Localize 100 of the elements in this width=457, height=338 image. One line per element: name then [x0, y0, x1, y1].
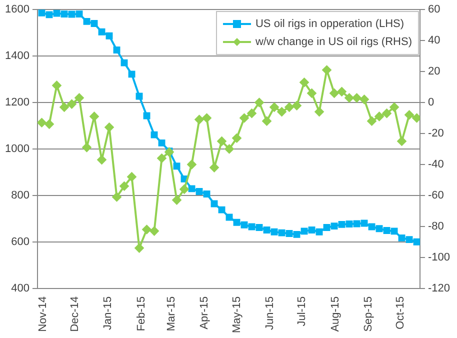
point	[390, 228, 398, 235]
y2-tick-label: -80	[428, 220, 444, 232]
point	[128, 70, 136, 78]
point	[353, 220, 360, 228]
point	[247, 108, 256, 118]
point	[382, 108, 392, 118]
point	[67, 100, 76, 109]
y2-tick-label: -60	[428, 189, 444, 202]
x-tick-label: Jul-15	[296, 296, 308, 326]
y2-tick-label: 40	[428, 34, 440, 47]
point	[352, 93, 362, 102]
point	[90, 20, 98, 28]
legend-label: US oil rigs in opperation (LHS)	[255, 18, 404, 30]
point	[150, 131, 158, 138]
point	[44, 120, 54, 129]
point	[316, 228, 323, 236]
point	[112, 192, 122, 202]
point	[344, 93, 354, 102]
point	[83, 18, 90, 25]
point	[254, 98, 264, 108]
point	[383, 227, 390, 234]
point	[224, 144, 234, 154]
y2-tick-label: -100	[428, 251, 450, 264]
point	[300, 78, 309, 87]
point	[404, 110, 414, 120]
y-tick-label: 400	[11, 282, 30, 294]
point	[82, 142, 92, 152]
point	[374, 112, 384, 121]
point	[150, 226, 159, 236]
point	[307, 88, 316, 98]
point	[263, 226, 270, 234]
legend-label: w/w change in US oil rigs (RHS)	[255, 36, 412, 48]
point	[60, 102, 69, 112]
point	[277, 107, 286, 116]
point	[68, 10, 76, 18]
point	[97, 155, 106, 164]
point	[337, 87, 346, 96]
point	[38, 10, 46, 16]
point	[412, 113, 420, 122]
point	[74, 93, 84, 102]
x-tick-label: Nov-14	[36, 296, 49, 332]
y-tick-label: 600	[11, 236, 30, 248]
x-tick-label: Jan-15	[102, 296, 114, 330]
point	[240, 221, 248, 228]
point	[113, 46, 120, 54]
y2-tick-label: 20	[428, 66, 440, 78]
y2-tick-label: -120	[428, 282, 450, 294]
point	[76, 10, 83, 18]
point	[37, 118, 46, 128]
y2-tick-label: 0	[428, 96, 434, 109]
point	[53, 10, 60, 17]
point	[360, 94, 369, 104]
point	[248, 223, 256, 230]
x-tick-label: Mar-15	[165, 296, 178, 332]
point	[218, 206, 226, 214]
point	[210, 163, 219, 172]
point	[142, 224, 152, 234]
point	[120, 59, 128, 66]
x-tick-label: Sep-15	[362, 296, 375, 332]
point	[106, 32, 113, 40]
y-tick-label: 1400	[4, 50, 30, 62]
point	[226, 214, 233, 221]
y-tick-label: 1200	[4, 96, 30, 109]
point	[322, 65, 332, 74]
point	[360, 220, 368, 227]
point	[314, 107, 324, 116]
point	[240, 113, 249, 122]
point	[278, 229, 286, 236]
x-tick-label: May-15	[230, 296, 243, 334]
point	[367, 116, 376, 126]
point	[286, 230, 293, 237]
point	[233, 218, 240, 226]
point	[180, 184, 189, 194]
x-tick-label: Dec-14	[69, 296, 82, 332]
point	[308, 226, 316, 234]
point	[52, 80, 62, 90]
y2-tick-label: -20	[428, 128, 444, 140]
x-tick-label: Jun-15	[264, 296, 276, 330]
y-tick-label: 800	[11, 189, 30, 202]
point	[157, 154, 166, 163]
point	[203, 190, 210, 198]
point	[143, 112, 150, 120]
point	[232, 134, 242, 143]
point	[406, 236, 413, 244]
point	[368, 223, 376, 230]
point	[158, 139, 166, 146]
point	[188, 185, 196, 192]
point	[172, 196, 182, 205]
y-tick-label: 1600	[4, 4, 30, 16]
point	[98, 28, 106, 36]
x-tick-label: Oct-15	[394, 296, 407, 330]
x-tick-label: Feb-15	[135, 296, 148, 332]
point	[330, 88, 339, 98]
point	[202, 113, 212, 122]
point	[217, 136, 226, 146]
point	[194, 115, 204, 124]
point	[338, 220, 346, 228]
point	[262, 116, 272, 126]
point	[127, 172, 136, 182]
point	[330, 222, 338, 230]
